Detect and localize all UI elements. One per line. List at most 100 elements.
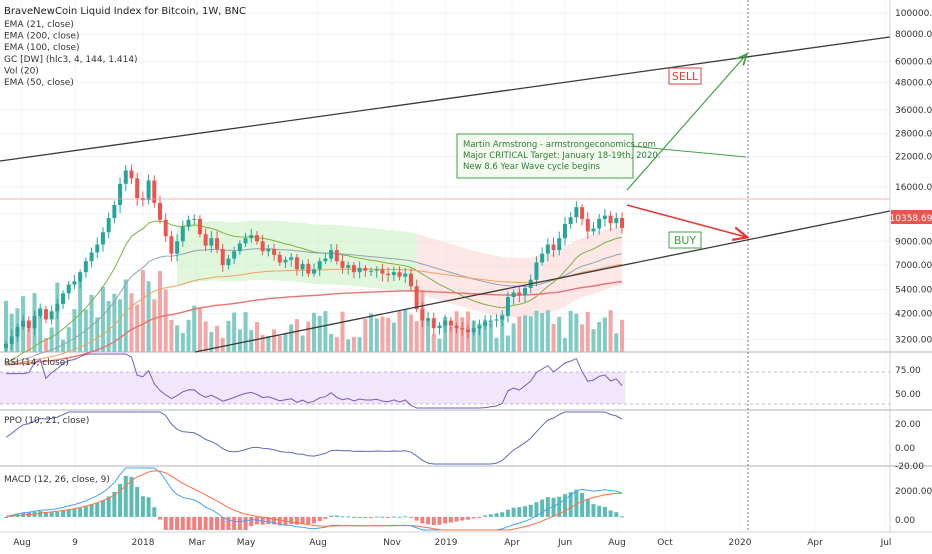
candle-body[interactable] bbox=[158, 202, 162, 220]
candle-body[interactable] bbox=[602, 215, 607, 219]
candle-body[interactable] bbox=[277, 254, 282, 263]
candle-body[interactable] bbox=[83, 261, 88, 273]
candle-body[interactable] bbox=[15, 326, 20, 337]
candle-body[interactable] bbox=[237, 243, 242, 252]
candle-body[interactable] bbox=[551, 244, 556, 251]
candle-body[interactable] bbox=[408, 273, 413, 287]
candle-body[interactable] bbox=[620, 218, 624, 228]
candle-body[interactable] bbox=[443, 320, 448, 326]
candle-body[interactable] bbox=[523, 287, 528, 296]
candle-body[interactable] bbox=[483, 321, 488, 326]
sell-label-box[interactable] bbox=[668, 67, 702, 85]
candle-body[interactable] bbox=[49, 311, 54, 320]
candle-body[interactable] bbox=[100, 232, 105, 245]
candle-body[interactable] bbox=[369, 270, 374, 272]
candle-body[interactable] bbox=[112, 205, 117, 219]
indicator-label[interactable]: EMA (200, close) bbox=[4, 32, 80, 42]
candle-body[interactable] bbox=[72, 281, 77, 285]
candle-body[interactable] bbox=[66, 284, 71, 294]
indicator-label[interactable]: GC [DW] (hlc3, 4, 144, 1.414) bbox=[4, 55, 138, 65]
candle-body[interactable] bbox=[312, 269, 316, 274]
candle-body[interactable] bbox=[585, 218, 590, 232]
candle-body[interactable] bbox=[562, 224, 567, 239]
candle-body[interactable] bbox=[215, 238, 220, 249]
candle-body[interactable] bbox=[289, 257, 294, 260]
candle-body[interactable] bbox=[357, 267, 362, 273]
candle-body[interactable] bbox=[123, 170, 128, 184]
buy-label-box[interactable] bbox=[668, 231, 702, 249]
candle-body[interactable] bbox=[78, 272, 83, 282]
candle-body[interactable] bbox=[448, 320, 453, 326]
candle-body[interactable] bbox=[272, 248, 277, 255]
candle-body[interactable] bbox=[95, 244, 100, 253]
candle-body[interactable] bbox=[169, 236, 174, 254]
candle-body[interactable] bbox=[89, 252, 94, 262]
candle-body[interactable] bbox=[300, 263, 305, 270]
candle-body[interactable] bbox=[180, 226, 185, 242]
candle-body[interactable] bbox=[500, 315, 505, 320]
candle-body[interactable] bbox=[226, 258, 231, 266]
candle-body[interactable] bbox=[391, 272, 396, 276]
indicator-label[interactable]: EMA (21, close) bbox=[4, 20, 74, 30]
candle-body[interactable] bbox=[146, 180, 151, 201]
time-axis[interactable]: Aug 9 2018 Mar May Aug Nov 2019 Apr Jun Aug Oct 2020… bbox=[13, 538, 891, 548]
candle-body[interactable] bbox=[283, 259, 288, 263]
candle-body[interactable] bbox=[254, 235, 259, 242]
candle-body[interactable] bbox=[574, 207, 579, 218]
candle-body[interactable] bbox=[580, 207, 585, 219]
candle-body[interactable] bbox=[306, 263, 311, 274]
candle-body[interactable] bbox=[488, 320, 493, 322]
candle-body[interactable] bbox=[43, 309, 48, 320]
candle-body[interactable] bbox=[386, 273, 391, 276]
candle-body[interactable] bbox=[243, 238, 248, 244]
candle-body[interactable] bbox=[540, 253, 545, 263]
candle-body[interactable] bbox=[26, 320, 31, 329]
candle-body[interactable] bbox=[374, 269, 379, 271]
candle-body[interactable] bbox=[186, 219, 191, 227]
candle-body[interactable] bbox=[420, 309, 425, 321]
candle-body[interactable] bbox=[106, 218, 111, 233]
candle-body[interactable] bbox=[568, 217, 573, 225]
candle-body[interactable] bbox=[466, 329, 470, 333]
candle-body[interactable] bbox=[494, 319, 499, 321]
buy-target-arrow[interactable] bbox=[626, 204, 746, 237]
indicator-label[interactable]: Vol (20) bbox=[4, 66, 39, 76]
candle-body[interactable] bbox=[614, 218, 619, 224]
candle-body[interactable] bbox=[437, 325, 442, 329]
candle-body[interactable] bbox=[545, 244, 550, 254]
candle-body[interactable] bbox=[340, 261, 345, 268]
candle-body[interactable] bbox=[557, 238, 562, 251]
candle-body[interactable] bbox=[61, 293, 66, 304]
candle-body[interactable] bbox=[534, 262, 539, 280]
candle-body[interactable] bbox=[129, 170, 134, 179]
candle-body[interactable] bbox=[454, 325, 459, 329]
sell-target-arrow[interactable] bbox=[626, 55, 746, 191]
candle-body[interactable] bbox=[431, 318, 436, 329]
candle-body[interactable] bbox=[192, 218, 197, 220]
candle-body[interactable] bbox=[351, 265, 356, 273]
callout-box[interactable] bbox=[456, 133, 634, 179]
candle-body[interactable] bbox=[380, 269, 385, 274]
candle-body[interactable] bbox=[608, 215, 613, 224]
candle-body[interactable] bbox=[294, 257, 299, 270]
price-axis[interactable]: 100000.00 80000.00 60000.00 48000.00 36000.0… bbox=[895, 9, 932, 345]
candle-body[interactable] bbox=[4, 343, 8, 348]
candle-body[interactable] bbox=[249, 235, 254, 239]
candle-body[interactable] bbox=[163, 219, 168, 237]
candle-body[interactable] bbox=[21, 320, 26, 327]
candle-body[interactable] bbox=[505, 297, 510, 316]
candle-body[interactable] bbox=[32, 315, 37, 329]
candle-body[interactable] bbox=[197, 218, 202, 235]
candle-body[interactable] bbox=[323, 258, 328, 262]
candle-body[interactable] bbox=[266, 248, 271, 252]
candle-body[interactable] bbox=[175, 241, 180, 254]
candle-body[interactable] bbox=[511, 292, 516, 298]
candle-body[interactable] bbox=[209, 238, 214, 246]
candle-body[interactable] bbox=[426, 318, 431, 321]
candle-body[interactable] bbox=[135, 178, 140, 199]
candle-body[interactable] bbox=[460, 328, 465, 330]
indicator-label[interactable]: EMA (100, close) bbox=[4, 43, 80, 53]
lower-trend-line[interactable] bbox=[194, 210, 891, 353]
candle-body[interactable] bbox=[471, 328, 476, 333]
